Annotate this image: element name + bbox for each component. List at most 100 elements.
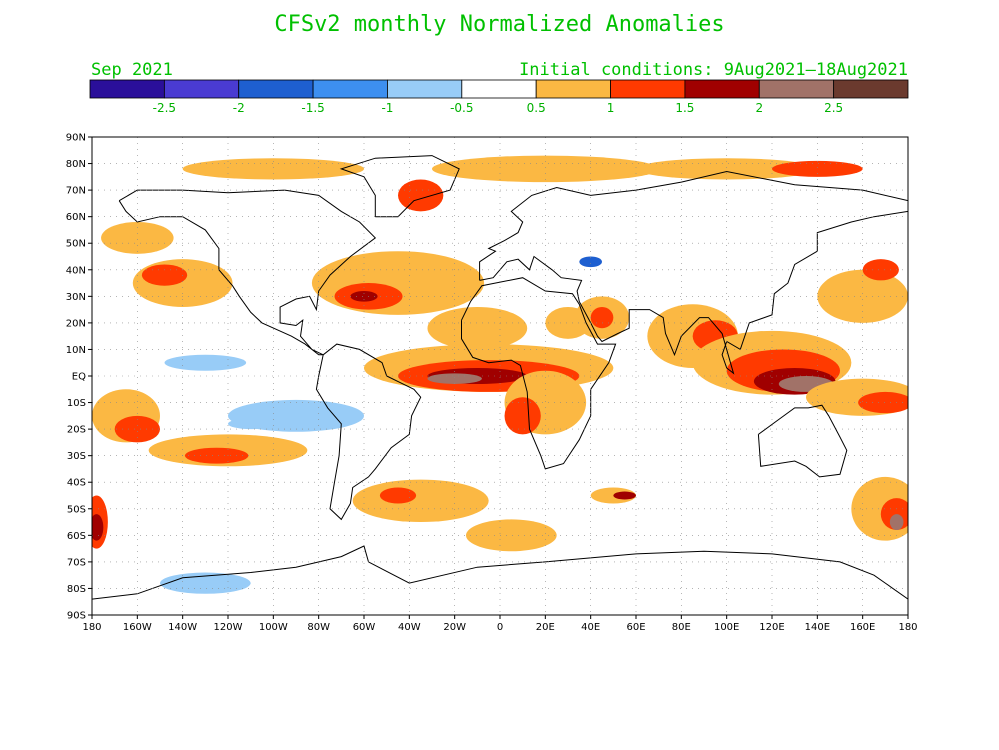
axis-labels: 90N 80N 70N 60N 50N 40N 30N 20N 10N EQ 10S 20S 30S 40…: [66, 133, 918, 634]
lon-label: 20E: [536, 622, 555, 633]
coastline: [118, 189, 377, 356]
lon-label: 120W: [214, 622, 243, 633]
colorbar: -2.5 -2 -1.5 -1 -0.5 0.5 1 1.5 2 2.5: [89, 79, 909, 115]
lat-label: 10N: [66, 345, 86, 356]
lon-label: 40E: [581, 622, 600, 633]
anomaly-region: [352, 479, 489, 523]
lat-label: 80N: [66, 159, 86, 170]
anomaly-region: [579, 256, 603, 268]
anomaly-region: [545, 306, 591, 339]
colorbar-swatch: [833, 79, 909, 99]
anomaly-region: [504, 397, 541, 435]
anomaly-region: [114, 415, 160, 443]
colorbar-swatch: [535, 79, 611, 99]
coastline: [315, 343, 422, 521]
lon-label: 80W: [307, 622, 330, 633]
colorbar-label: -1: [381, 101, 393, 115]
colorbar-swatch: [461, 79, 537, 99]
coastline: [461, 277, 617, 470]
lat-label: 70S: [67, 557, 86, 568]
anomaly-region: [862, 259, 899, 281]
lon-label: 60E: [626, 622, 645, 633]
anomaly-region: [590, 306, 614, 329]
lon-label: 160W: [123, 622, 152, 633]
colorbar-swatch: [387, 79, 463, 99]
anomaly-region: [431, 155, 659, 183]
colorbar-label: -2: [233, 101, 245, 115]
anomaly-region: [427, 373, 482, 384]
lon-label: 20W: [443, 622, 466, 633]
lon-label: 160E: [850, 622, 875, 633]
lat-label: 30S: [67, 451, 86, 462]
valid-month: Sep 2021: [91, 60, 173, 80]
anomaly-region: [350, 291, 378, 302]
coastline: [339, 155, 460, 218]
lat-label: EQ: [72, 372, 86, 383]
initial-conditions: Initial conditions: 9Aug2021—18Aug2021: [519, 60, 908, 80]
anomaly-region: [164, 354, 247, 371]
colorbar-swatch: [238, 79, 314, 99]
lat-label: 90N: [66, 133, 86, 144]
lat-label: 20N: [66, 318, 86, 329]
colorbar-label: 0.5: [527, 101, 546, 115]
colorbar-label: 2.5: [824, 101, 843, 115]
lon-label: 140W: [168, 622, 197, 633]
lat-label: 70N: [66, 186, 86, 197]
anomaly-region: [772, 160, 863, 177]
colorbar-swatch: [758, 79, 835, 99]
colorbar-label: 1.5: [675, 101, 694, 115]
lon-label: 180: [82, 622, 101, 633]
colorbar-label: -0.5: [450, 101, 473, 115]
anomaly-region: [311, 251, 485, 315]
colorbar-swatch: [163, 79, 240, 99]
lon-label: 60W: [353, 622, 376, 633]
anomaly-region: [398, 179, 444, 212]
anomaly-region: [92, 514, 104, 541]
lat-label: 50S: [67, 504, 86, 515]
lat-label: 20S: [67, 425, 86, 436]
lat-label: 60S: [67, 531, 86, 542]
grid-lines: [92, 137, 908, 615]
anomaly-region: [182, 158, 364, 180]
anomaly-region: [427, 306, 528, 350]
lon-label: 0: [497, 622, 503, 633]
lat-label: 40N: [66, 265, 86, 276]
lon-label: 100E: [714, 622, 739, 633]
anomaly-region: [184, 447, 249, 464]
lon-label: 140E: [805, 622, 830, 633]
colorbar-label: -2.5: [153, 101, 176, 115]
anomaly-region: [379, 487, 417, 504]
colorbar-swatch: [610, 79, 686, 99]
lat-label: 80S: [67, 584, 86, 595]
anomaly-region: [228, 418, 274, 430]
anomaly-region: [141, 264, 188, 286]
colorbar-label: 1: [607, 101, 615, 115]
anomaly-region: [466, 519, 557, 552]
lat-label: 40S: [67, 478, 86, 489]
lat-label: 60N: [66, 212, 86, 223]
map-title: CFSv2 monthly Normalized Anomalies: [274, 12, 725, 37]
colorbar-label: -1.5: [301, 101, 324, 115]
lat-label: 50N: [66, 239, 86, 250]
lon-label: 180: [898, 622, 917, 633]
colorbar-swatch: [684, 79, 760, 99]
anomaly-region: [817, 269, 908, 323]
lon-label: 100W: [259, 622, 288, 633]
lat-label: 10S: [67, 398, 86, 409]
lat-label: 90S: [67, 611, 86, 622]
anomaly-region: [889, 514, 904, 531]
anomaly-field: [92, 155, 908, 594]
lon-label: 120E: [759, 622, 784, 633]
anomaly-region: [636, 158, 818, 180]
colorbar-swatch: [89, 79, 165, 99]
anomaly-region: [613, 491, 637, 500]
anomaly-region: [858, 391, 908, 414]
colorbar-label: 2: [755, 101, 763, 115]
coastline: [757, 404, 848, 478]
anomaly-region: [101, 221, 174, 254]
lon-label: 80E: [672, 622, 691, 633]
lat-label: 30N: [66, 292, 86, 303]
lon-label: 40W: [398, 622, 421, 633]
colorbar-swatch: [312, 79, 388, 99]
